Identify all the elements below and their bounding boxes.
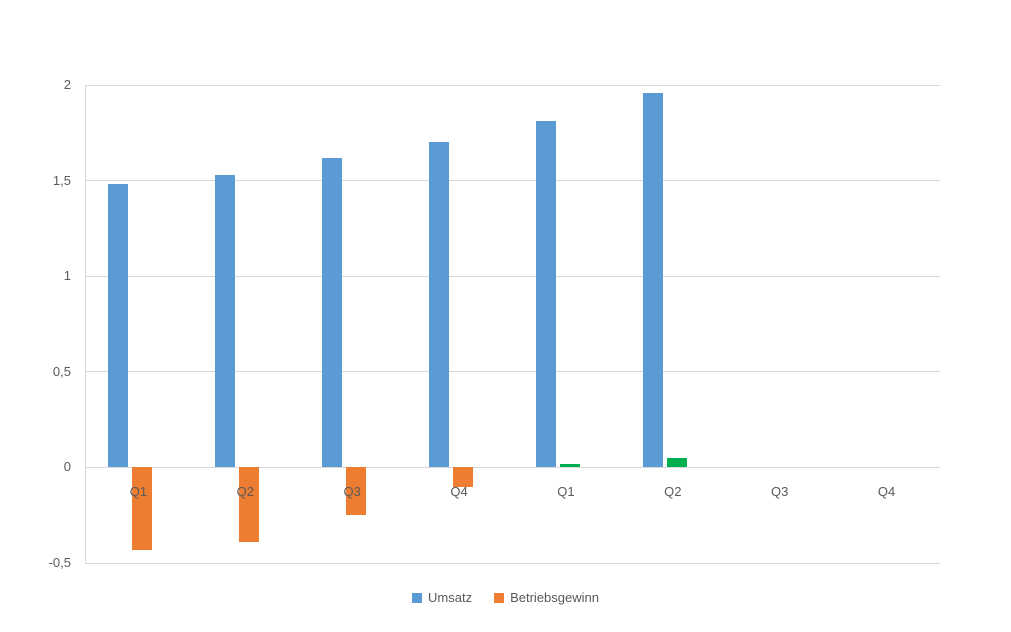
bar-betriebsgewinn <box>453 467 474 487</box>
bar-betriebsgewinn <box>239 467 260 542</box>
bar-betriebsgewinn <box>666 457 687 468</box>
legend-label-umsatz: Umsatz <box>428 590 473 605</box>
y-tick-label: 0,5 <box>52 363 71 379</box>
legend-swatch-umsatz <box>412 592 423 603</box>
x-tick-label: Q4 <box>450 484 468 500</box>
gridline <box>85 466 940 468</box>
bar-umsatz <box>322 157 343 468</box>
x-tick-label: Q3 <box>343 484 361 500</box>
bar-umsatz <box>642 92 663 468</box>
x-tick-label: Q1 <box>557 484 575 500</box>
y-tick-label: 2 <box>63 77 71 92</box>
bar-betriebsgewinn <box>132 467 153 550</box>
x-tick-label: Q2 <box>236 484 254 500</box>
y-tick-label: 1,5 <box>52 172 71 188</box>
x-tick-label: Q4 <box>877 484 896 500</box>
x-tick-label: Q3 <box>771 484 789 500</box>
gridline <box>85 84 940 86</box>
x-tick-label: Q1 <box>129 484 148 500</box>
gridline <box>85 371 940 373</box>
y-axis-line <box>85 85 86 563</box>
bar-betriebsgewinn <box>346 467 367 516</box>
y-tick-label: 0 <box>63 459 71 475</box>
bar-umsatz <box>429 142 450 468</box>
y-tick-label: -0,5 <box>48 555 71 570</box>
x-tick-label: Q2 <box>664 484 682 500</box>
bar-betriebsgewinn <box>559 463 580 468</box>
y-tick-label: 1 <box>63 268 71 284</box>
gridline <box>85 275 940 277</box>
legend-label-betriebsgewinn: Betriebsgewinn <box>510 590 599 605</box>
legend: Umsatz Betriebsgewinn <box>0 590 1011 605</box>
bar-umsatz <box>215 174 236 468</box>
bar-umsatz <box>535 121 556 468</box>
legend-item-umsatz: Umsatz <box>412 590 472 605</box>
legend-swatch-betriebsgewinn <box>494 592 505 603</box>
legend-item-betriebsgewinn: Betriebsgewinn <box>494 590 599 605</box>
gridline <box>85 180 940 182</box>
bar-umsatz <box>108 184 129 468</box>
gridline <box>85 562 940 564</box>
